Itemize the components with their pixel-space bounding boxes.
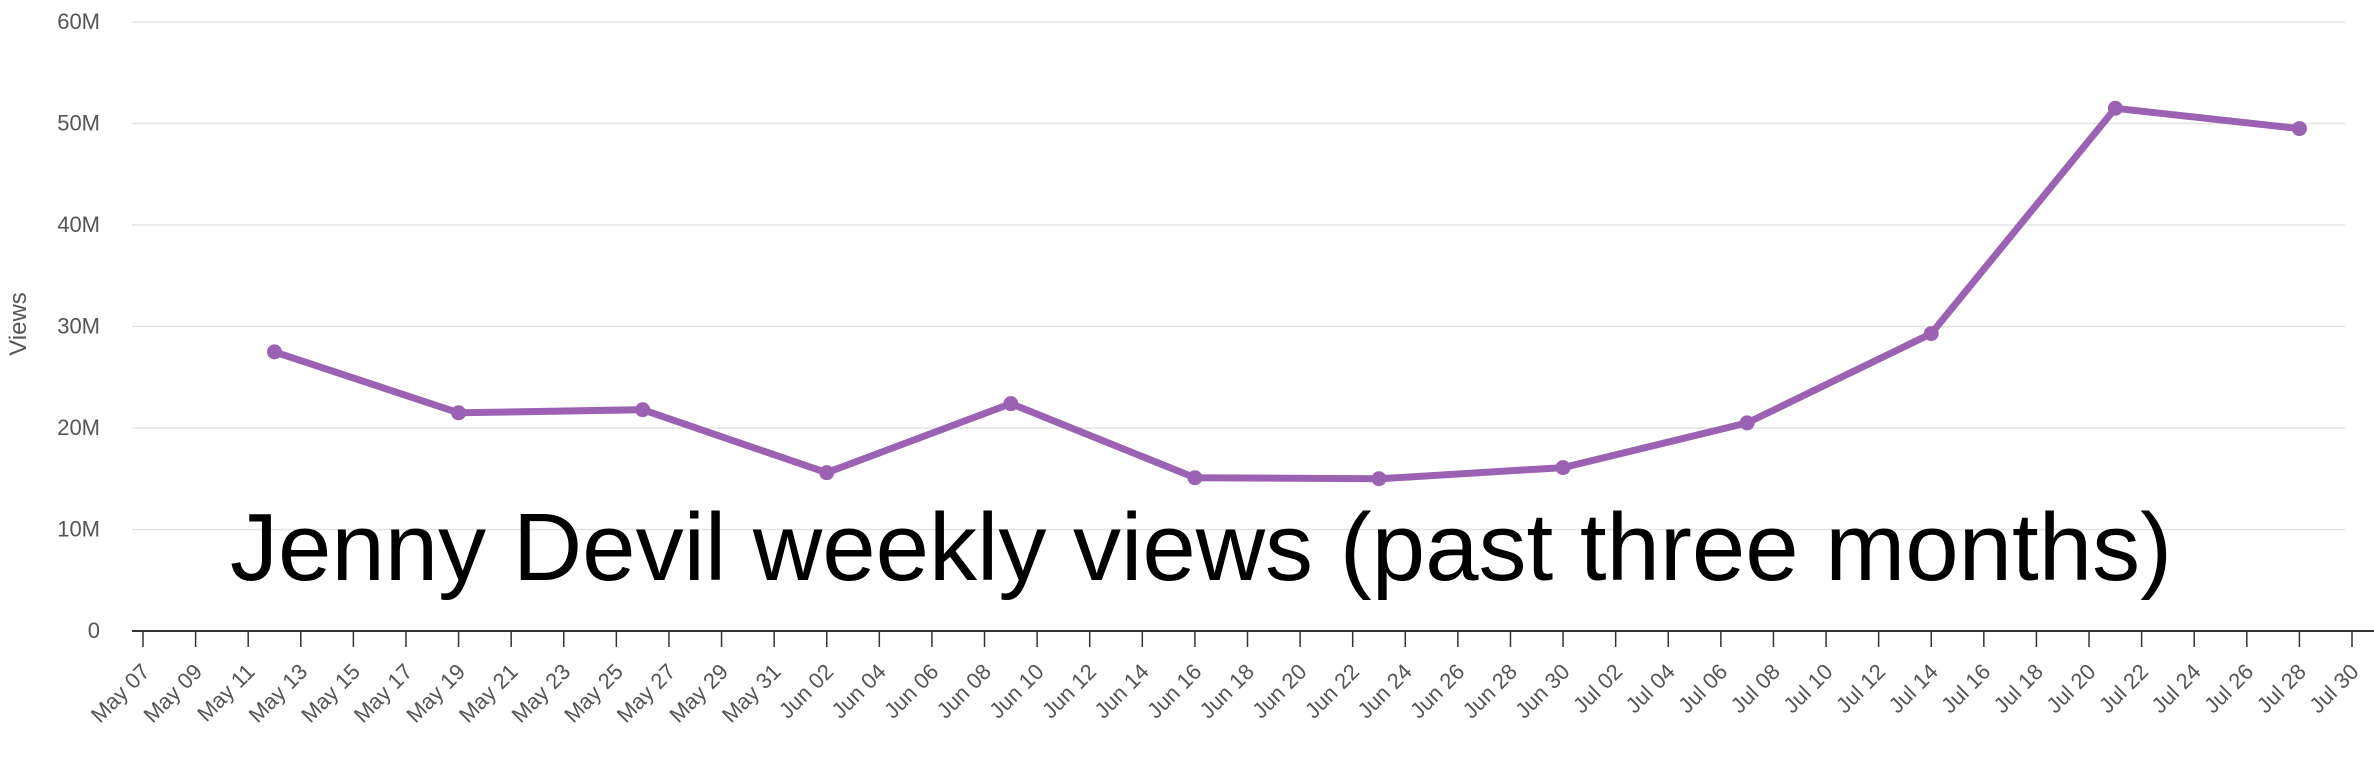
y-tick-label: 20M [57, 415, 100, 440]
x-tick-label: Jul 24 [2147, 659, 2206, 718]
data-point [1003, 396, 1019, 412]
x-tick-label: Jul 02 [1568, 659, 1627, 718]
data-point [451, 405, 467, 421]
x-tick-label: May 21 [454, 659, 523, 728]
x-tick-label: May 13 [244, 659, 313, 728]
x-tick-label: Jul 14 [1884, 659, 1943, 718]
series-line [271, 104, 2303, 483]
x-tick-label: Jun 28 [1458, 659, 1522, 723]
x-tick-label: Jun 06 [879, 659, 943, 723]
data-point [2291, 121, 2307, 137]
x-tick-label: May 27 [612, 659, 681, 728]
x-tick-label: Jul 18 [1989, 659, 2048, 718]
x-tick-label: Jun 26 [1405, 659, 1469, 723]
x-tick-label: Jun 04 [826, 659, 890, 723]
x-tick-label: Jun 14 [1089, 659, 1153, 723]
x-tick-label: Jul 20 [2041, 659, 2100, 718]
x-tick-label: Jul 26 [2199, 659, 2258, 718]
x-tick-label: Jul 30 [2304, 659, 2363, 718]
y-tick-label: 60M [57, 9, 100, 34]
x-tick-label: Jun 22 [1300, 659, 1364, 723]
x-tick-label: Jun 08 [932, 659, 996, 723]
y-axis-label: Views [5, 292, 32, 356]
x-tick-label: Jul 10 [1778, 659, 1837, 718]
data-point [635, 402, 651, 418]
data-point [1187, 470, 1203, 486]
x-tick-label: Jun 18 [1195, 659, 1259, 723]
x-tick-label: May 23 [507, 659, 576, 728]
x-tick-label: May 19 [401, 659, 470, 728]
x-tick-label: May 09 [138, 659, 207, 728]
x-tick-label: Jun 02 [774, 659, 838, 723]
series-group [266, 100, 2307, 487]
x-tick-label: Jun 30 [1510, 659, 1574, 723]
x-tick-label: Jun 12 [1037, 659, 1101, 723]
gridlines [132, 21, 2345, 531]
y-tick-label: 50M [57, 111, 100, 136]
y-tick-label: 30M [57, 314, 100, 339]
x-tick-label: Jun 20 [1247, 659, 1311, 723]
x-tick-label: May 07 [86, 659, 155, 728]
x-tick-label: May 31 [717, 659, 786, 728]
x-tick-label: Jul 06 [1673, 659, 1732, 718]
data-point [1923, 326, 1939, 342]
data-point [1739, 415, 1755, 431]
x-tick-label: Jun 24 [1352, 659, 1416, 723]
x-tick-label: Jun 10 [984, 659, 1048, 723]
data-point [2107, 100, 2123, 116]
x-tick-label: Jul 12 [1831, 659, 1890, 718]
x-tick-label: May 17 [349, 659, 418, 728]
data-point [1555, 460, 1571, 476]
data-point [819, 465, 835, 481]
x-tick-label: Jul 08 [1726, 659, 1785, 718]
data-point [1371, 471, 1387, 487]
x-tick-label: May 29 [664, 659, 733, 728]
y-axis-ticks: 0 10M 20M 30M 40M 50M 60M [57, 9, 100, 643]
y-tick-label: 10M [57, 517, 100, 542]
x-tick-label: Jul 04 [1621, 659, 1680, 718]
chart-title: Jenny Devil weekly views (past three mon… [230, 494, 2172, 601]
y-tick-label: 40M [57, 212, 100, 237]
y-tick-label: 0 [88, 618, 100, 643]
x-tick-label: May 15 [296, 659, 365, 728]
data-point [266, 344, 282, 360]
x-tick-label: Jul 16 [1936, 659, 1995, 718]
x-tick-label: May 25 [559, 659, 628, 728]
x-tick-label: Jul 22 [2094, 659, 2153, 718]
x-tick-label: Jul 28 [2252, 659, 2311, 718]
x-tick-label: Jun 16 [1142, 659, 1206, 723]
